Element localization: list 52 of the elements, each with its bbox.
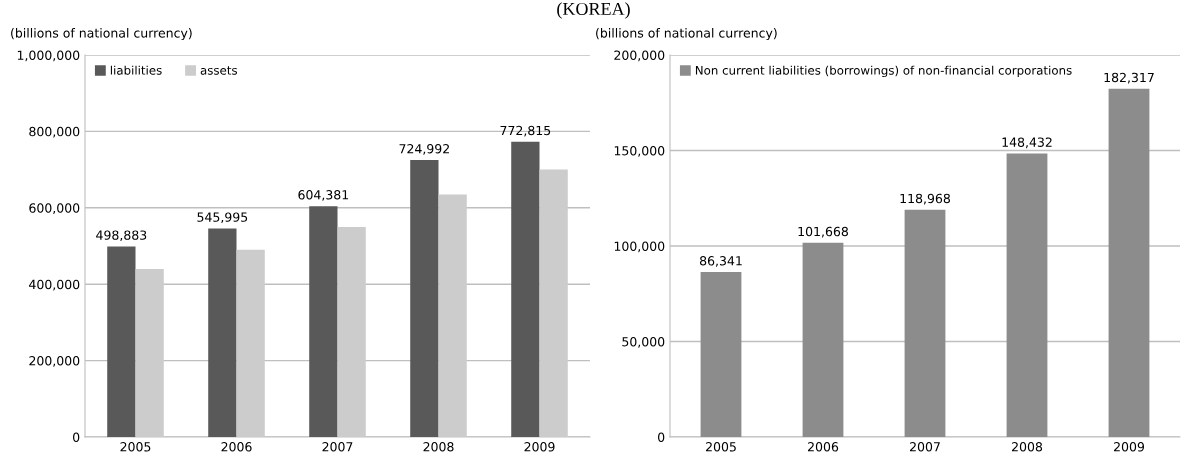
x-tick-label: 2005 bbox=[706, 442, 736, 452]
bar bbox=[309, 206, 338, 437]
bar bbox=[511, 141, 540, 437]
text: (billions of national currency) bbox=[596, 28, 777, 41]
bar bbox=[438, 194, 467, 437]
x-tick-label: 2009 bbox=[524, 442, 555, 452]
y-tick-label: 400,000 bbox=[29, 279, 80, 291]
x-tick-label: 2008 bbox=[423, 442, 454, 452]
y-tick-label: 50,000 bbox=[622, 336, 665, 348]
bar bbox=[337, 226, 366, 437]
x-tick-label: 2006 bbox=[221, 442, 252, 452]
y-tick-label: 0 bbox=[658, 432, 665, 442]
y-tick-label: 0 bbox=[73, 432, 80, 442]
bar bbox=[236, 249, 265, 437]
data-label: 724,992 bbox=[399, 144, 449, 155]
data-label: 182,317 bbox=[1104, 72, 1154, 84]
x-tick-label: 2005 bbox=[120, 442, 151, 452]
data-label: 118,968 bbox=[900, 193, 950, 205]
bar bbox=[802, 242, 844, 437]
bar bbox=[107, 246, 136, 437]
y-tick-label: 200,000 bbox=[614, 50, 665, 62]
x-tick-label: 2009 bbox=[1114, 442, 1145, 452]
x-tick-label: 2006 bbox=[808, 442, 839, 452]
x-tick-label: 2008 bbox=[1012, 442, 1043, 452]
y-tick-label: 150,000 bbox=[614, 145, 665, 157]
x-tick-label: 2007 bbox=[910, 442, 940, 452]
y-tick-label: 1,000,000 bbox=[17, 50, 80, 62]
legend-label: Non current liabilities (borrowings) of non-financial corporations bbox=[695, 65, 1072, 78]
data-label: 604,381 bbox=[298, 190, 349, 201]
y-tick-label: 600,000 bbox=[29, 203, 80, 214]
bar bbox=[1006, 153, 1048, 437]
data-label: 101,668 bbox=[798, 226, 848, 238]
bar bbox=[539, 169, 568, 437]
y-tick-label: 200,000 bbox=[29, 356, 80, 367]
data-label: 148,432 bbox=[1002, 137, 1052, 149]
text: (billions of national currency) bbox=[11, 28, 192, 41]
bar bbox=[135, 268, 164, 437]
data-label: 772,815 bbox=[500, 125, 551, 137]
bar bbox=[904, 209, 946, 437]
legend-label: liabilities bbox=[110, 65, 162, 75]
y-tick-label: 100,000 bbox=[614, 241, 665, 253]
data-label: 86,341 bbox=[699, 256, 742, 267]
bar bbox=[410, 160, 439, 437]
legend-label: assets bbox=[200, 66, 238, 75]
y-tick-label: 800,000 bbox=[29, 126, 80, 138]
x-tick-label: 2007 bbox=[322, 442, 353, 452]
data-label: 498,883 bbox=[96, 230, 147, 242]
data-label: 545,995 bbox=[197, 212, 248, 224]
bar bbox=[1108, 88, 1150, 437]
chart-title: (KOREA) bbox=[557, 2, 630, 19]
bar bbox=[208, 228, 237, 437]
bar bbox=[700, 272, 742, 437]
